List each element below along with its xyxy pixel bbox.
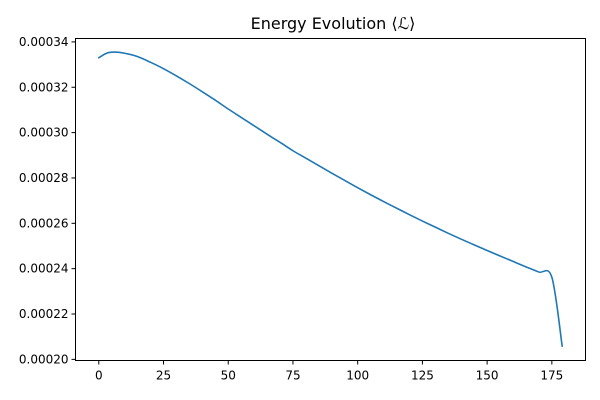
y-tick-label: 0.00024 (19, 262, 69, 276)
x-tick-label: 175 (540, 369, 563, 383)
series-line-0 (98, 51, 563, 348)
x-tick-label: 100 (346, 369, 369, 383)
x-tick-label: 0 (95, 369, 103, 383)
y-tick-label: 0.00030 (19, 126, 69, 140)
x-tick-label: 150 (476, 369, 499, 383)
y-tick-label: 0.00020 (19, 352, 69, 366)
y-tick-label: 0.00028 (19, 171, 69, 185)
y-tick-label: 0.00034 (19, 35, 69, 49)
x-tick-label: 25 (156, 369, 171, 383)
x-tick-label: 125 (411, 369, 434, 383)
y-tick-label: 0.00032 (19, 80, 69, 94)
x-axis: 0 25 50 75 100 125 150 175 (95, 360, 563, 383)
axes-frame (75, 38, 586, 361)
y-axis: 0.00020 0.00022 0.00024 0.00026 0.00028 0.000… (19, 35, 76, 366)
y-tick-label: 0.00022 (19, 307, 69, 321)
x-tick-label: 50 (221, 369, 236, 383)
y-tick-label: 0.00026 (19, 216, 69, 230)
chart-title: Energy Evolution ⟨ℒ⟩ (251, 14, 416, 33)
series-layer (98, 51, 563, 348)
x-tick-label: 75 (285, 369, 300, 383)
